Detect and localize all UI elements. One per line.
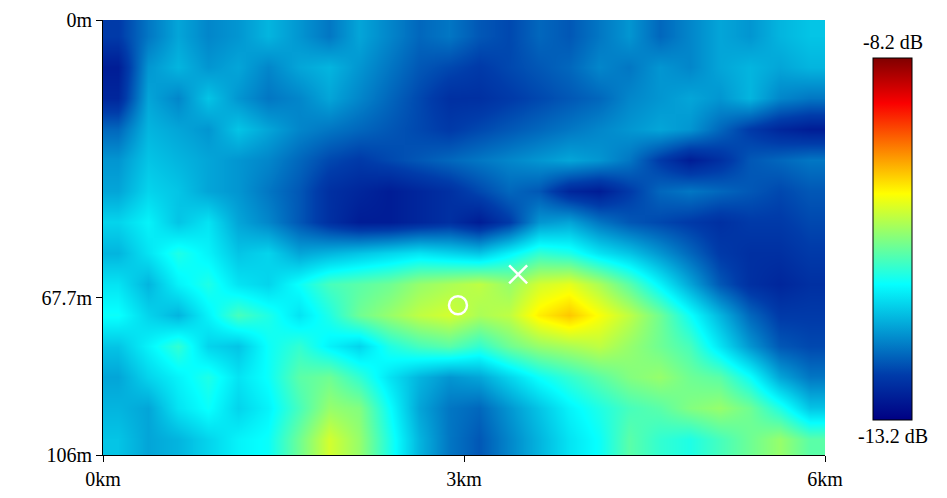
svg-text:3km: 3km [446, 468, 482, 490]
svg-text:0km: 0km [85, 468, 121, 490]
svg-text:67.7m: 67.7m [41, 287, 92, 309]
svg-text:106m: 106m [46, 444, 92, 466]
svg-text:-13.2 dB: -13.2 dB [858, 425, 928, 447]
svg-text:0m: 0m [66, 9, 92, 31]
svg-text:-8.2 dB: -8.2 dB [863, 31, 923, 53]
svg-text:6km: 6km [807, 468, 843, 490]
